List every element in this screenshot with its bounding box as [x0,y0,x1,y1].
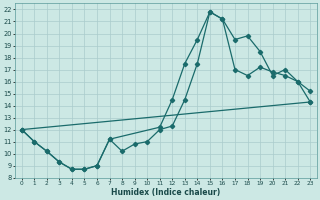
X-axis label: Humidex (Indice chaleur): Humidex (Indice chaleur) [111,188,220,197]
